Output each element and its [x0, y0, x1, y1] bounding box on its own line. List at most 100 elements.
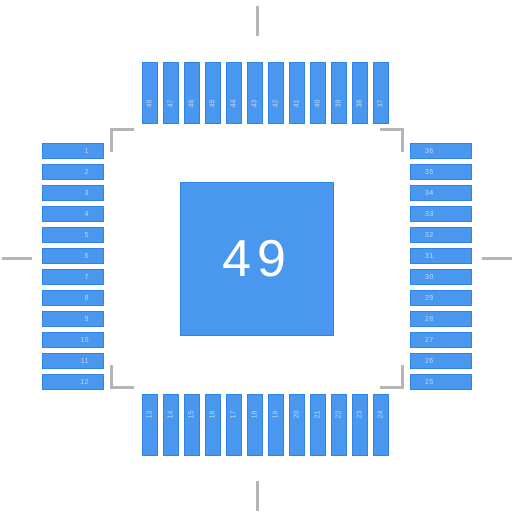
- tick-bottom: [256, 481, 259, 511]
- pin-23: 23: [352, 394, 368, 456]
- pin-6-label: 6: [85, 253, 89, 260]
- pin-28-label: 28: [425, 316, 434, 323]
- pin-37-label: 37: [377, 100, 384, 108]
- pin-20: 20: [289, 394, 305, 456]
- pin-15-label: 15: [188, 411, 195, 419]
- pin-48: 48: [142, 62, 158, 124]
- pin-34: 34: [410, 185, 472, 201]
- pin-33-label: 33: [425, 211, 434, 218]
- pin-10-label: 10: [80, 337, 89, 344]
- pin-34-label: 34: [425, 190, 434, 197]
- pin-32-label: 32: [425, 232, 434, 239]
- pin-12: 12: [42, 374, 104, 390]
- pin-39-label: 39: [335, 100, 342, 108]
- pin-25-label: 25: [425, 379, 434, 386]
- pin-38-label: 38: [356, 100, 363, 108]
- pin-46: 46: [184, 62, 200, 124]
- pin-22: 22: [331, 394, 347, 456]
- pin-4: 4: [42, 206, 104, 222]
- pin-27-label: 27: [425, 337, 434, 344]
- pin-24: 24: [373, 394, 389, 456]
- pin-23-label: 23: [356, 411, 363, 419]
- center-die-pad: 49: [180, 182, 334, 336]
- pin-32: 32: [410, 227, 472, 243]
- pin-1: 1: [42, 143, 104, 159]
- pin-18-label: 18: [251, 411, 258, 419]
- pin-2-label: 2: [85, 169, 89, 176]
- pin-35-label: 35: [425, 169, 434, 176]
- pin-30-label: 30: [425, 274, 434, 281]
- pin-26: 26: [410, 353, 472, 369]
- pin-41: 41: [289, 62, 305, 124]
- tick-left: [2, 257, 32, 260]
- pin-38: 38: [352, 62, 368, 124]
- pin-36: 36: [410, 143, 472, 159]
- pin-14: 14: [163, 394, 179, 456]
- pin-27: 27: [410, 332, 472, 348]
- pin-16-label: 16: [209, 411, 216, 419]
- pin-40: 40: [310, 62, 326, 124]
- pin-41-label: 41: [293, 100, 300, 108]
- qfn-footprint-diagram: 49 1234567891011122526272829303132333435…: [0, 0, 514, 517]
- pin-13-label: 13: [146, 411, 153, 419]
- pin-25: 25: [410, 374, 472, 390]
- pin-9: 9: [42, 311, 104, 327]
- pin-22-label: 22: [335, 411, 342, 419]
- pin-37: 37: [373, 62, 389, 124]
- pin-9-label: 9: [85, 316, 89, 323]
- pin-8-label: 8: [85, 295, 89, 302]
- pin-14-label: 14: [167, 411, 174, 419]
- pin-17-label: 17: [230, 411, 237, 419]
- corner-tl: [110, 128, 134, 152]
- pin-18: 18: [247, 394, 263, 456]
- pin-20-label: 20: [293, 411, 300, 419]
- pin-30: 30: [410, 269, 472, 285]
- pin-11: 11: [42, 353, 104, 369]
- pin-48-label: 48: [146, 100, 153, 108]
- pin-4-label: 4: [85, 211, 89, 218]
- pin-12-label: 12: [80, 379, 89, 386]
- pin-10: 10: [42, 332, 104, 348]
- pin-44: 44: [226, 62, 242, 124]
- pin-19-label: 19: [272, 411, 279, 419]
- pin-42-label: 42: [272, 100, 279, 108]
- tick-right: [482, 257, 512, 260]
- pin-47-label: 47: [167, 100, 174, 108]
- pin-7-label: 7: [85, 274, 89, 281]
- pin-2: 2: [42, 164, 104, 180]
- pin-8: 8: [42, 290, 104, 306]
- pin-21-label: 21: [314, 411, 321, 419]
- die-label: 49: [222, 229, 292, 289]
- tick-top: [256, 6, 259, 36]
- pin-42: 42: [268, 62, 284, 124]
- pin-43: 43: [247, 62, 263, 124]
- pin-5: 5: [42, 227, 104, 243]
- pin-45: 45: [205, 62, 221, 124]
- pin-35: 35: [410, 164, 472, 180]
- pin-36-label: 36: [425, 148, 434, 155]
- pin-15: 15: [184, 394, 200, 456]
- pin-29-label: 29: [425, 295, 434, 302]
- pin-13: 13: [142, 394, 158, 456]
- pin-6: 6: [42, 248, 104, 264]
- pin-46-label: 46: [188, 100, 195, 108]
- corner-tr: [380, 128, 404, 152]
- pin-28: 28: [410, 311, 472, 327]
- corner-br: [380, 365, 404, 389]
- corner-bl: [110, 365, 134, 389]
- pin-5-label: 5: [85, 232, 89, 239]
- pin-3-label: 3: [85, 190, 89, 197]
- pin-21: 21: [310, 394, 326, 456]
- pin-19: 19: [268, 394, 284, 456]
- pin-43-label: 43: [251, 100, 258, 108]
- pin-3: 3: [42, 185, 104, 201]
- pin-26-label: 26: [425, 358, 434, 365]
- pin-33: 33: [410, 206, 472, 222]
- pin-1-label: 1: [85, 148, 89, 155]
- pin-40-label: 40: [314, 100, 321, 108]
- pin-11-label: 11: [81, 358, 89, 365]
- pin-24-label: 24: [377, 411, 384, 419]
- pin-31-label: 31: [425, 253, 434, 260]
- pin-47: 47: [163, 62, 179, 124]
- pin-16: 16: [205, 394, 221, 456]
